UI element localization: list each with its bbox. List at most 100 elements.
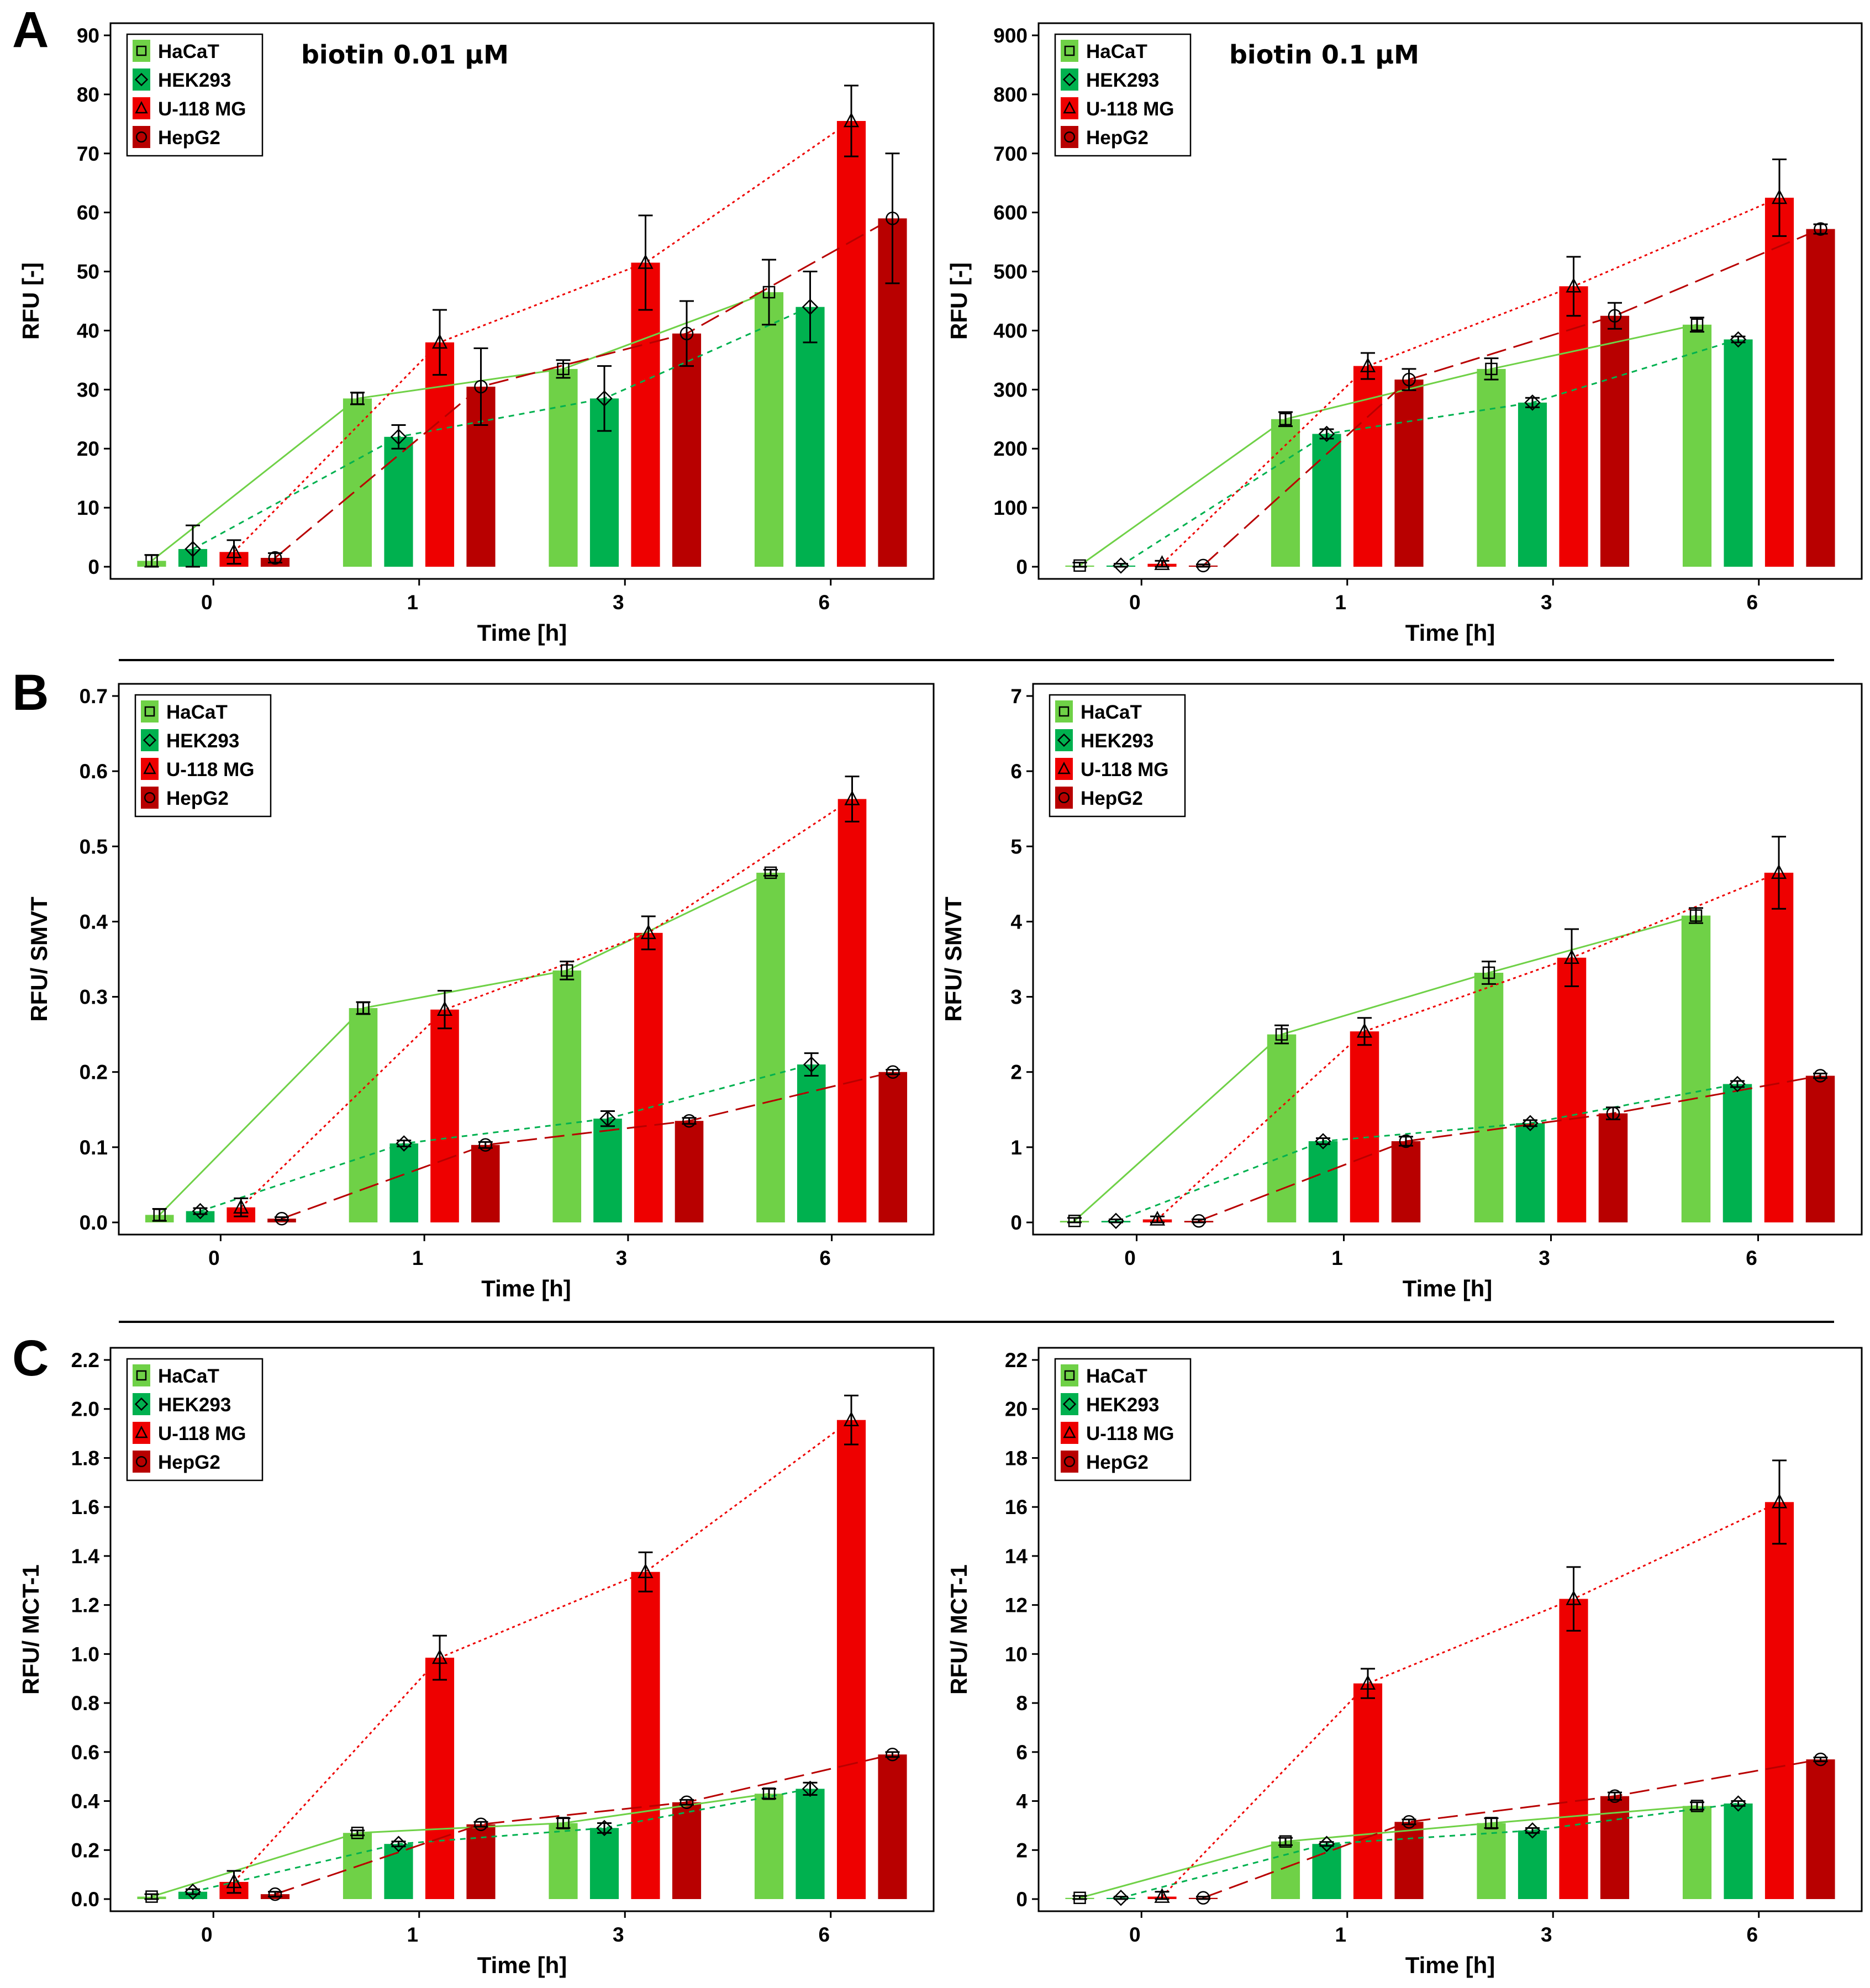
marker-diamond [1730,331,1747,348]
error-bar [433,1634,447,1681]
marker-diamond [390,1836,407,1852]
marker-circle [474,1817,488,1831]
legend: HaCaT HEK293 U-118 MG HepG2 [126,1358,264,1481]
bar-hek293-3h [1518,1830,1547,1899]
error-bar [1192,1219,1206,1224]
y-tick-label: 90 [77,24,99,47]
marker-diamond [802,1780,819,1797]
bar-hacat-6h [754,1794,784,1899]
x-axis-title: Time [h] [477,620,567,646]
legend-swatch [1055,758,1073,780]
marker-square [1485,1817,1498,1829]
y-tick-label: 10 [77,497,99,519]
legend-label: HepG2 [1086,1452,1149,1473]
error-bar [1525,397,1540,408]
bar-hepg2-1h [1394,379,1424,567]
series-line-hepg2 [1203,1758,1821,1899]
legend-swatch [141,700,159,723]
y-axis-title: RFU/ SMVT [26,897,52,1022]
legend-swatch [1061,97,1078,119]
marker-diamond [192,1203,209,1220]
marker-circle [1814,1752,1827,1766]
legend-label: HEK293 [166,730,239,752]
error-bar [641,915,656,951]
legend-swatch [141,787,159,809]
y-tick-label: 0.0 [71,1888,99,1911]
error-bar [1566,1566,1581,1632]
marker-circle [275,1211,289,1226]
legend-marker-circle [1063,1456,1076,1468]
y-tick-label: 80 [77,83,99,106]
marker-triangle [436,1001,453,1016]
y-tick-label: 0.5 [80,835,108,858]
series-line-u-118-mg [233,1419,852,1882]
error-bar [803,1781,818,1796]
x-tick-label: 1 [407,591,418,614]
legend-marker-square [1064,1370,1075,1381]
bar-hepg2-6h [1805,1075,1835,1222]
marker-square [557,362,570,376]
bar-hepg2-3h [1600,315,1630,567]
x-axis-title: Time [h] [1405,620,1495,646]
legend-marker-circle [135,1456,148,1468]
bar-hek293-3h [1518,402,1547,567]
error-bar [1357,1017,1372,1046]
error-bar [438,990,452,1030]
y-tick-label: 0.0 [80,1211,108,1234]
marker-circle [1399,1134,1413,1148]
y-tick-label: 0.6 [71,1741,99,1764]
series-line-hacat [1073,915,1697,1222]
marker-square [561,964,573,977]
series-line-hacat [151,1792,770,1897]
marker-triangle [1771,189,1788,204]
legend: HaCaT HEK293 U-118 MG HepG2 [1049,694,1186,818]
marker-circle [1608,309,1622,323]
legend-swatch [133,1451,150,1473]
bar-u-118-mg-1h [430,1009,459,1222]
y-tick-label: 60 [77,202,99,224]
marker-square [1689,909,1703,922]
legend-swatch [133,97,150,119]
series-line-hek293 [1120,1802,1739,1899]
marker-triangle [1356,1022,1373,1038]
marker-triangle [638,1563,654,1578]
bar-hepg2-3h [672,333,702,567]
y-tick-label: 10 [1005,1643,1028,1665]
marker-square [153,1209,166,1221]
legend-label: HaCaT [1086,1365,1147,1387]
error-bar [885,152,900,284]
marker-diamond [1315,1133,1331,1149]
series-line-hepg2 [281,1071,893,1220]
bar-hepg2-3h [672,1802,702,1899]
legend-swatch [133,1364,150,1386]
chart-2: 0 100 200 300 400 500 600 700 800 900 0 1 3 6 Time [h]… [946,22,1863,646]
y-tick-label: 12 [1005,1594,1028,1617]
y-tick-label: 1.4 [71,1545,100,1568]
marker-square [1482,966,1495,979]
plot-frame [1037,22,1863,580]
marker-triangle [233,1199,249,1214]
marker-diamond [596,1820,613,1837]
legend-marker-circle [144,792,156,804]
error-bar [1566,256,1581,317]
y-axis-title: RFU [-] [18,262,44,340]
error-bar [844,85,858,157]
error-bar [1402,1818,1416,1826]
legend-label: HepG2 [166,788,229,809]
bar-hek293-6h [796,307,825,567]
error-bar [1196,1896,1210,1900]
marker-square [762,286,776,299]
marker-square [762,1787,776,1800]
error-bar [350,1829,365,1837]
error-bar [844,1394,858,1446]
bar-u-118-mg-6h [836,1420,866,1899]
error-bar [1319,428,1334,440]
legend-marker-diamond [1057,733,1071,747]
error-bar [1072,1895,1087,1900]
marker-diamond [1522,1115,1539,1132]
bar-hacat-3h [1474,973,1504,1222]
error-bar [638,1551,653,1592]
x-tick-label: 0 [1124,1247,1136,1269]
y-tick-label: 2.0 [71,1398,99,1421]
y-tick-label: 1.6 [71,1496,99,1518]
